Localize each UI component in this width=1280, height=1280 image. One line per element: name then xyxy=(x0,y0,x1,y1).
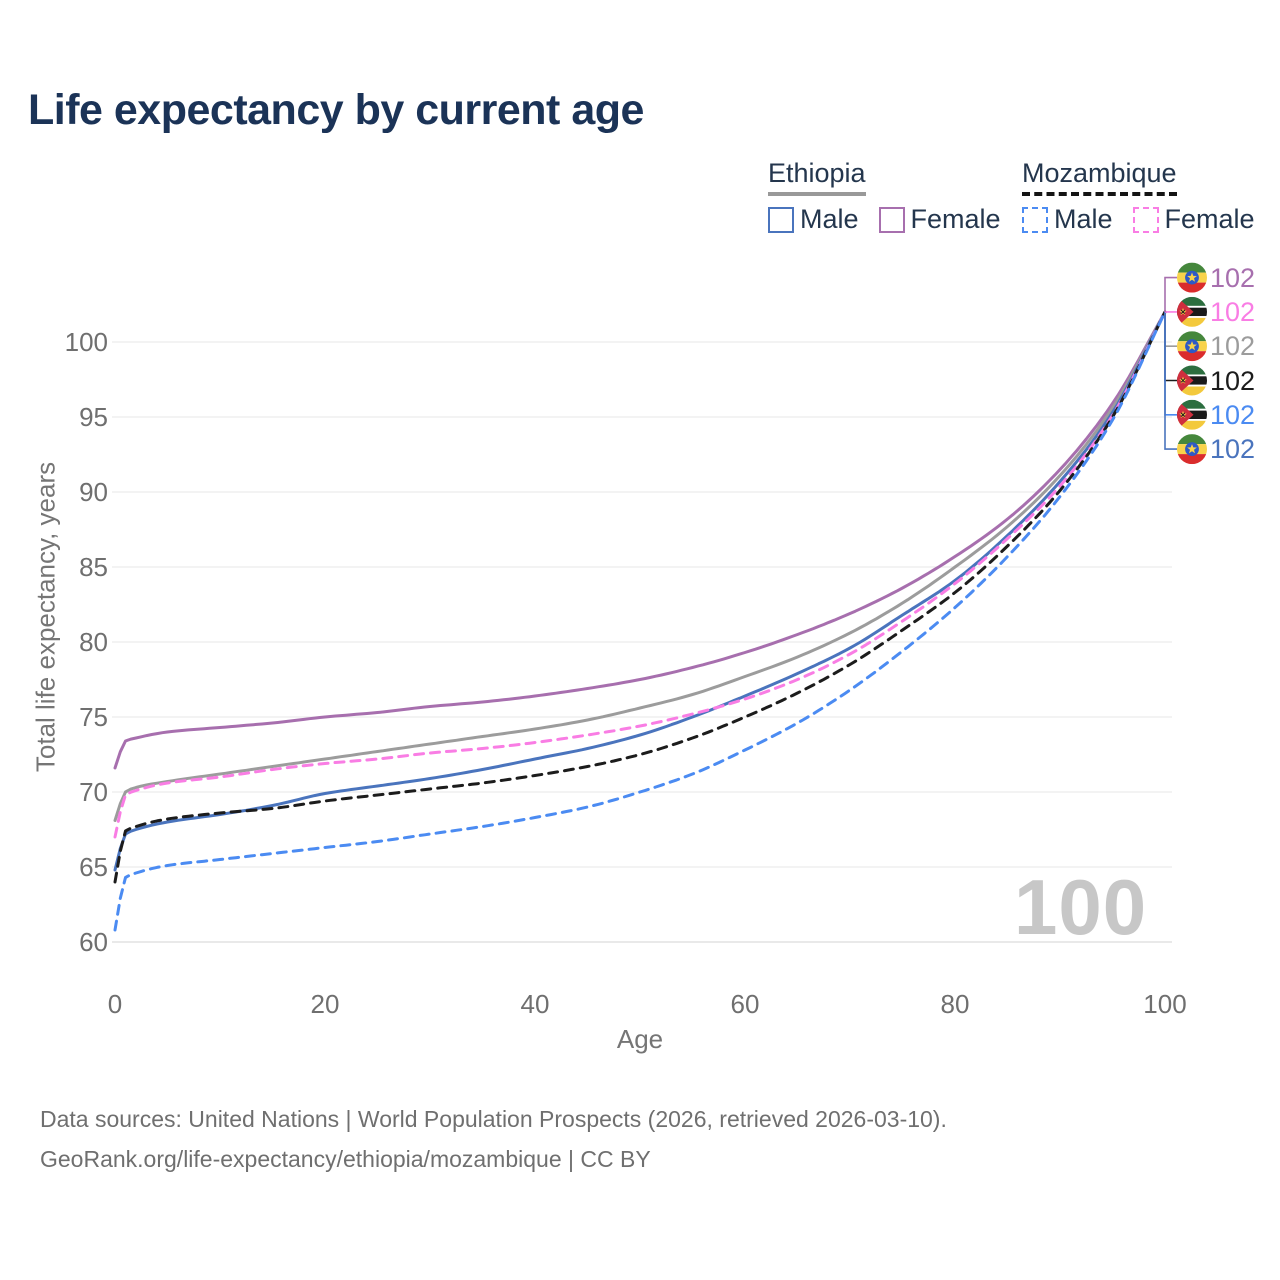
legend-item-label: Female xyxy=(1164,204,1255,234)
y-tick-95: 95 xyxy=(79,402,108,432)
axis-max-watermark: 100 xyxy=(1014,863,1148,951)
end-value-ethiopia-female: 102 xyxy=(1210,262,1256,293)
x-tick-60: 60 xyxy=(730,989,760,1019)
leader-line-ethiopia-male xyxy=(1164,312,1177,450)
legend-group-ethiopia: Ethiopia Male Female xyxy=(768,158,1001,235)
ethiopia-flag-icon xyxy=(1177,434,1207,465)
legend-country-mozambique[interactable]: Mozambique xyxy=(1022,158,1177,196)
y-tick-65: 65 xyxy=(79,852,108,882)
legend-swatch-icon[interactable] xyxy=(1022,206,1048,233)
mozambique-flag-icon xyxy=(1177,365,1207,396)
footer-data-sources: Data sources: United Nations | World Pop… xyxy=(40,1106,947,1132)
legend-item-ethiopia-female[interactable]: Female xyxy=(878,204,1001,235)
x-tick-40: 40 xyxy=(520,989,550,1019)
y-tick-90: 90 xyxy=(79,477,108,507)
end-value-ethiopia-both-sexes: 102 xyxy=(1210,331,1256,362)
legend-item-label: Female xyxy=(910,204,1001,234)
end-value-ethiopia-male: 102 xyxy=(1210,434,1256,465)
leader-line-ethiopia-female xyxy=(1164,276,1177,312)
series-line-mozambique-male[interactable] xyxy=(113,310,1167,932)
y-tick-85: 85 xyxy=(79,552,108,582)
y-tick-75: 75 xyxy=(79,702,108,732)
page-title: Life expectancy by current age xyxy=(28,86,644,134)
series-line-mozambique-female[interactable] xyxy=(113,310,1167,839)
end-value-mozambique-male: 102 xyxy=(1210,399,1256,430)
y-tick-100: 100 xyxy=(64,327,108,357)
legend-swatch-icon[interactable] xyxy=(1132,206,1159,233)
legend-group-mozambique: Mozambique Male Female xyxy=(1022,158,1255,235)
x-tick-80: 80 xyxy=(940,989,970,1019)
leader-line-mozambique-male xyxy=(1164,312,1177,416)
series-line-ethiopia-female[interactable] xyxy=(113,310,1167,770)
x-axis-title: Age xyxy=(616,1024,664,1054)
legend-swatch-icon[interactable] xyxy=(878,206,905,233)
x-tick-100: 100 xyxy=(1143,989,1187,1019)
legend-swatch-icon[interactable] xyxy=(768,206,794,233)
legend-item-mozambique-female[interactable]: Female xyxy=(1132,204,1255,235)
y-tick-60: 60 xyxy=(79,927,108,957)
legend-item-label: Male xyxy=(800,204,859,234)
x-tick-0: 0 xyxy=(107,989,123,1019)
legend-item-label: Male xyxy=(1054,204,1113,234)
legend-item-mozambique-male[interactable]: Male xyxy=(1022,204,1113,235)
y-tick-70: 70 xyxy=(79,777,108,807)
y-axis-title: Total life expectancy, years xyxy=(30,461,61,773)
end-value-mozambique-female: 102 xyxy=(1210,296,1256,327)
x-tick-20: 20 xyxy=(310,989,340,1019)
ethiopia-flag-icon xyxy=(1177,331,1207,362)
mozambique-flag-icon xyxy=(1177,399,1207,430)
mozambique-flag-icon xyxy=(1177,296,1207,327)
series-line-ethiopia-male[interactable] xyxy=(113,310,1167,872)
series-line-mozambique-both-sexes[interactable] xyxy=(113,310,1167,884)
ethiopia-flag-icon xyxy=(1177,262,1207,293)
leader-line-ethiopia-both-sexes xyxy=(1164,312,1177,347)
end-value-mozambique-both-sexes: 102 xyxy=(1210,365,1256,396)
footer-attribution: GeoRank.org/life-expectancy/ethiopia/moz… xyxy=(40,1146,651,1172)
series-line-ethiopia-both-sexes[interactable] xyxy=(113,310,1167,822)
y-tick-80: 80 xyxy=(79,627,108,657)
legend-item-ethiopia-male[interactable]: Male xyxy=(768,204,859,235)
legend-country-ethiopia[interactable]: Ethiopia xyxy=(768,158,866,196)
